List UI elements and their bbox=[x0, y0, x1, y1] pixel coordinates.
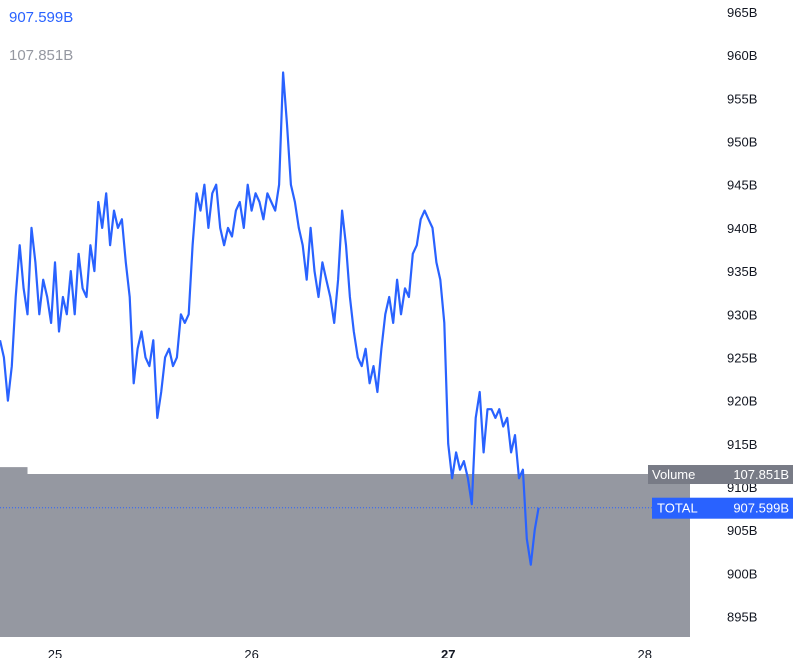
series-line-0 bbox=[0, 71, 540, 566]
y-tick-label: 920B bbox=[727, 394, 757, 409]
y-tick-label: 940B bbox=[727, 221, 757, 236]
x-tick-label: 26 bbox=[244, 647, 258, 658]
y-tick-label: 935B bbox=[727, 264, 757, 279]
price-axis[interactable]: 965B 960B 955B 950B 945B 940B 935B 930B 925B 920B… bbox=[690, 0, 793, 658]
y-tick-label: 905B bbox=[727, 523, 757, 538]
y-tick-label: 945B bbox=[727, 178, 757, 193]
total-series-line bbox=[0, 71, 540, 566]
price-tags: Volume 107.851B TOTAL 907.599B bbox=[648, 465, 793, 519]
y-tick-label: 930B bbox=[727, 307, 757, 322]
volume-area-fill bbox=[0, 467, 690, 637]
volume-tag-label: Volume bbox=[652, 467, 695, 482]
x-tick-label: 27 bbox=[441, 647, 455, 658]
y-tick-label: 950B bbox=[727, 135, 757, 150]
y-tick-label: 895B bbox=[727, 610, 757, 625]
y-tick-label: 925B bbox=[727, 350, 757, 365]
volume-tag-bg bbox=[648, 465, 793, 485]
legend-total-value: 907.599B bbox=[9, 9, 74, 26]
time-axis[interactable]: 25 26 27 28 bbox=[48, 647, 652, 658]
y-tick-label: 960B bbox=[727, 48, 757, 63]
volume-tag-value: 107.851B bbox=[733, 467, 789, 482]
total-tag-bg bbox=[652, 497, 793, 519]
y-tick-label: 900B bbox=[727, 566, 757, 581]
total-tag-label: TOTAL bbox=[657, 501, 698, 516]
x-tick-label: 28 bbox=[638, 647, 652, 658]
y-tick-label: 915B bbox=[727, 437, 757, 452]
volume-area bbox=[0, 467, 690, 637]
total-tag-value: 907.599B bbox=[733, 501, 789, 516]
y-tick-label: 955B bbox=[727, 91, 757, 106]
price-axis-background bbox=[690, 0, 793, 658]
y-tick-label: 965B bbox=[727, 5, 757, 20]
legend-volume-value: 107.851B bbox=[9, 47, 74, 64]
x-tick-label: 25 bbox=[48, 647, 62, 658]
